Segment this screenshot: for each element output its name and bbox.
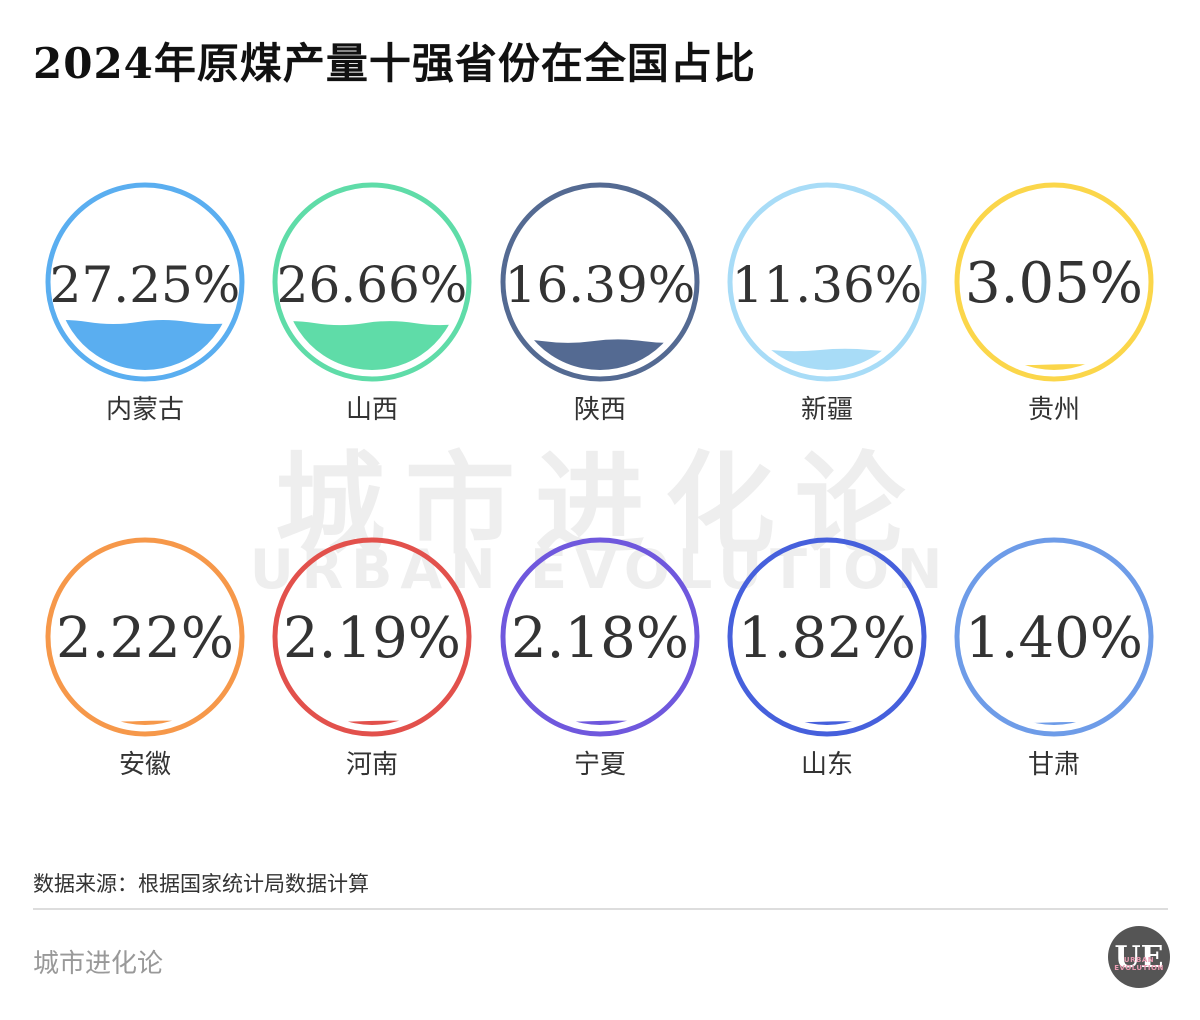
value-label-3: 16.39% xyxy=(505,256,696,314)
liquid-fill-3 xyxy=(512,339,688,370)
bubble-ring-9 xyxy=(727,537,927,737)
bubble-1: 27.25% 内蒙古 xyxy=(45,182,245,425)
liquid-fill-1 xyxy=(57,320,233,370)
category-label-9: 山东 xyxy=(801,750,853,780)
category-label-7: 河南 xyxy=(346,750,398,780)
value-label-8: 2.18% xyxy=(511,606,689,671)
category-label-6: 安徽 xyxy=(119,750,171,780)
data-source: 数据来源：根据国家统计局数据计算 xyxy=(33,872,369,896)
footer-brand: 城市进化论 xyxy=(33,949,164,979)
bubble-5: 3.05% 贵州 xyxy=(954,182,1154,425)
bubble-2: 26.66% 山西 xyxy=(272,182,472,425)
value-label-1: 27.25% xyxy=(50,256,241,314)
bubble-ring-10 xyxy=(954,537,1154,737)
logo-text: UE xyxy=(1114,939,1164,975)
bubble-6: 2.22% 安徽 xyxy=(45,537,245,780)
category-label-10: 甘肃 xyxy=(1028,750,1080,780)
brand-logo-icon: UE URBAN EVOLUTION xyxy=(1108,926,1170,988)
bubble-9: 1.82% 山东 xyxy=(727,537,927,780)
logo-subtext: URBAN EVOLUTION xyxy=(1114,956,1164,972)
category-label-8: 宁夏 xyxy=(574,750,626,780)
bubble-ring-7 xyxy=(272,537,472,737)
category-label-3: 陕西 xyxy=(574,395,626,425)
value-label-9: 1.82% xyxy=(738,606,916,671)
watermark-cn: 城市进化论 xyxy=(275,441,925,569)
watermark-en: URBAN EVOLUTION xyxy=(249,538,951,601)
bubble-7: 2.19% 河南 xyxy=(272,537,472,780)
liquid-fill-2 xyxy=(284,321,460,370)
divider xyxy=(33,908,1168,910)
liquid-fill-chart: 27.25% 内蒙古 26.66% 山西 16.39% 陕西 11.36% 新疆 3.05% 贵州… xyxy=(45,182,1154,780)
value-label-5: 3.05% xyxy=(965,251,1143,316)
value-label-7: 2.19% xyxy=(283,606,461,671)
category-label-2: 山西 xyxy=(346,395,398,425)
bubble-ring-1 xyxy=(45,182,245,382)
bubble-ring-4 xyxy=(727,182,927,382)
chart-title: 2024年原煤产量十强省份在全国占比 xyxy=(33,39,756,88)
value-label-2: 26.66% xyxy=(277,256,468,314)
bubble-ring-5 xyxy=(954,182,1154,382)
bubble-4: 11.36% 新疆 xyxy=(727,182,927,425)
category-label-1: 内蒙古 xyxy=(106,395,184,425)
value-label-6: 2.22% xyxy=(56,606,234,671)
bubble-ring-8 xyxy=(500,537,700,737)
bubble-10: 1.40% 甘肃 xyxy=(954,537,1154,780)
value-label-10: 1.40% xyxy=(965,606,1143,671)
value-label-4: 11.36% xyxy=(732,256,923,314)
category-label-5: 贵州 xyxy=(1028,395,1080,425)
bubble-8: 2.18% 宁夏 xyxy=(500,537,700,780)
bubble-ring-2 xyxy=(272,182,472,382)
category-label-4: 新疆 xyxy=(801,395,853,425)
bubble-ring-6 xyxy=(45,537,245,737)
bubble-ring-3 xyxy=(500,182,700,382)
